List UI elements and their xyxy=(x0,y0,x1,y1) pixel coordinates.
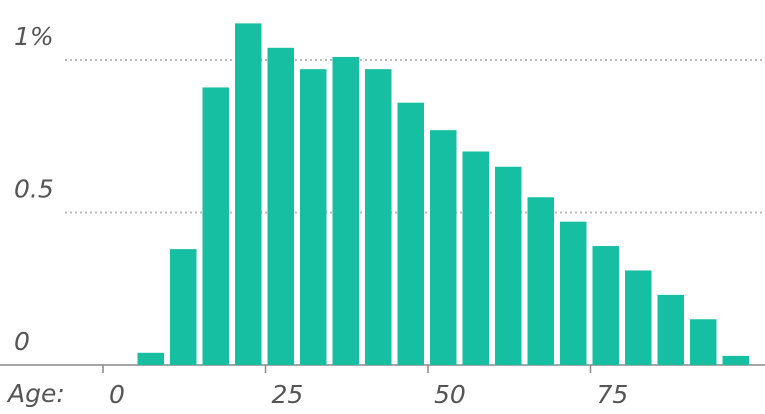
bar xyxy=(170,249,197,365)
bar xyxy=(300,69,327,366)
x-tick-label: 50 xyxy=(434,380,466,409)
y-tick-label: 0.5 xyxy=(14,175,54,204)
bar xyxy=(365,69,392,366)
bar xyxy=(462,151,489,365)
y-tick-label: 0 xyxy=(14,327,30,356)
bar xyxy=(625,270,652,365)
x-tick-label: 25 xyxy=(272,380,304,409)
bar xyxy=(560,221,587,365)
bar xyxy=(592,246,619,365)
x-tick-label: 75 xyxy=(597,380,629,409)
bar xyxy=(235,23,262,366)
bar xyxy=(267,47,294,366)
bar xyxy=(332,56,359,365)
x-tick-label: 0 xyxy=(109,380,125,409)
bar xyxy=(202,87,229,365)
x-axis-label: Age: xyxy=(6,379,65,408)
bar xyxy=(397,102,424,365)
bar xyxy=(657,294,684,365)
bar xyxy=(690,319,717,365)
bar xyxy=(495,166,522,365)
bar xyxy=(527,197,554,365)
bar xyxy=(430,130,457,365)
bar xyxy=(137,352,164,365)
y-tick-label: 1% xyxy=(14,22,54,51)
bar xyxy=(722,355,749,365)
